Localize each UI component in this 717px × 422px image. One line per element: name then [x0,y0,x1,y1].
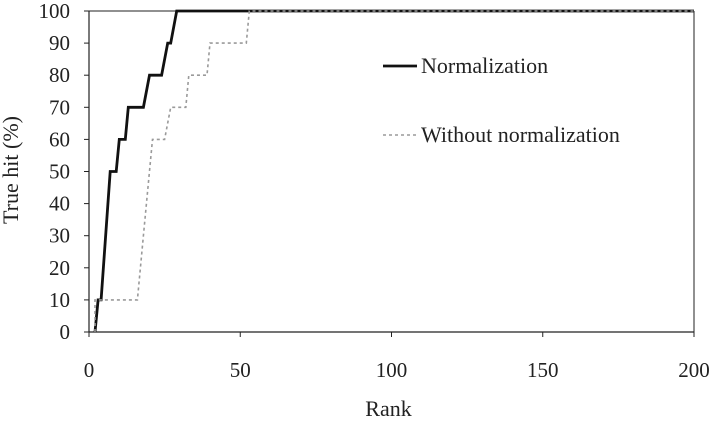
x-tick-label: 50 [230,358,251,382]
x-tick-label: 100 [376,358,408,382]
y-tick-label: 10 [49,288,70,312]
y-axis-ticks: 0 10 20 30 40 50 60 70 80 90 100 [39,0,89,344]
y-tick-label: 30 [49,224,70,248]
plot-frame [88,10,695,333]
y-tick-label: 60 [49,127,70,151]
series-layer [93,9,694,333]
y-tick-label: 20 [49,256,70,280]
x-tick-label: 0 [84,358,95,382]
y-tick-label: 70 [49,95,70,119]
x-axis-ticks: 0 50 100 150 200 [84,332,710,382]
legend-label-normalization: Normalization [421,53,548,78]
y-axis-title: True hit (%) [0,116,23,224]
y-tick-label: 100 [39,0,71,23]
y-tick-label: 50 [49,160,70,184]
x-axis-title: Rank [365,396,411,421]
y-tick-label: 90 [49,31,70,55]
legend-label-without-normalization: Without normalization [421,122,620,147]
legend: Normalization Without normalization [383,53,620,147]
x-tick-label: 200 [678,358,710,382]
series-line-normalization [93,9,694,333]
y-tick-label: 0 [60,320,71,344]
x-tick-label: 150 [527,358,559,382]
y-tick-label: 80 [49,63,70,87]
series-line-without-normalization [94,10,694,332]
y-tick-label: 40 [49,192,70,216]
